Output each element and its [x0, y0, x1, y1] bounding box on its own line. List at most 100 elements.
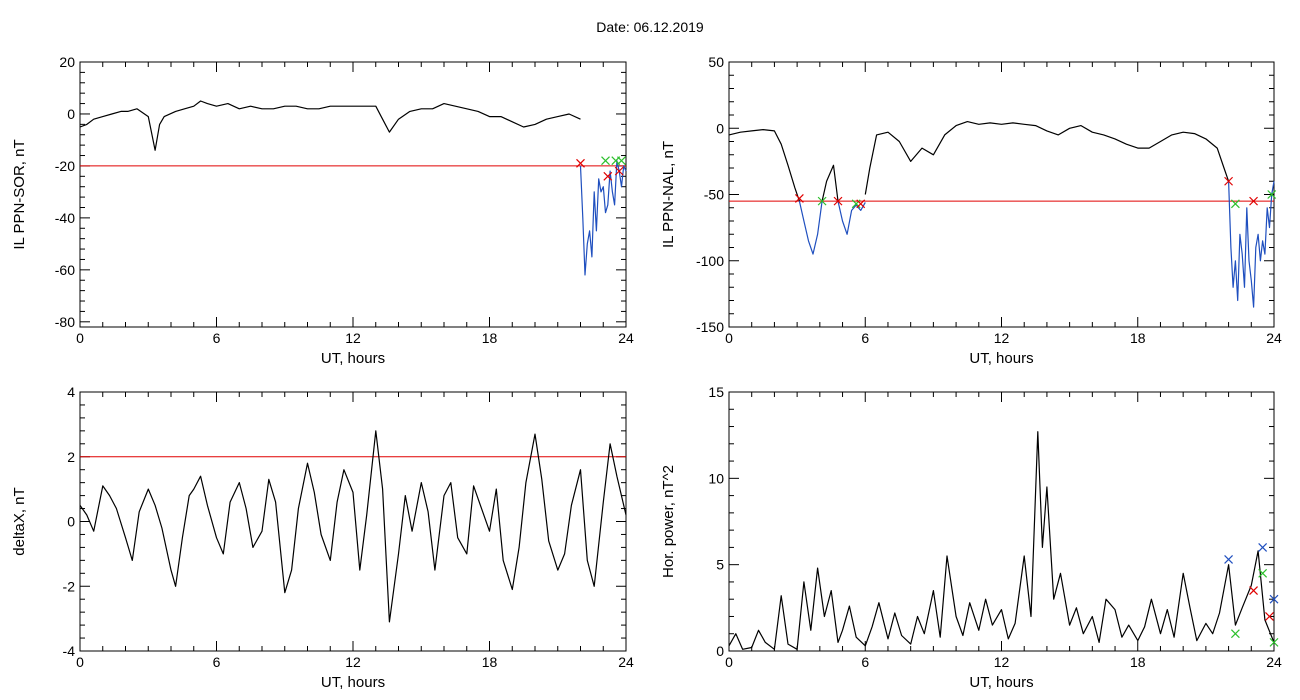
y-tick-label: 0 — [67, 106, 75, 122]
series-line — [79, 430, 627, 623]
marker-stroke — [603, 171, 613, 181]
y-axis-label: IL PPN-SOR, nT — [11, 139, 28, 249]
y-tick-label: 0 — [67, 514, 75, 530]
series-line — [821, 164, 839, 202]
marker — [1249, 196, 1258, 206]
y-tick-label: 50 — [708, 54, 724, 70]
marker — [1230, 199, 1240, 209]
marker — [817, 196, 827, 206]
y-tick-label: -2 — [63, 578, 76, 594]
marker — [833, 196, 843, 206]
plot-frame — [79, 61, 627, 328]
y-axis-label: deltaX, nT — [11, 487, 28, 555]
marker — [614, 166, 624, 176]
marker-stroke — [1258, 568, 1268, 578]
marker — [1224, 555, 1234, 564]
marker-stroke — [833, 196, 843, 206]
y-tick-label: 2 — [67, 449, 75, 465]
marker — [794, 194, 804, 203]
y-tick-label: -4 — [63, 643, 76, 659]
marker — [1224, 176, 1234, 186]
marker — [1265, 612, 1274, 621]
marker-stroke — [1269, 594, 1279, 604]
marker — [856, 199, 866, 209]
y-tick-label: 4 — [67, 384, 75, 400]
series-line — [728, 129, 800, 202]
chart-panel-ppn-nal: 0 6 12 18 24 50 0 -50 -100 -150 UT, hours IL PPN-NA… — [660, 54, 1282, 367]
x-axis-label: UT, hours — [321, 350, 385, 367]
marker-stroke — [617, 156, 626, 166]
marker — [601, 156, 610, 166]
series-line — [1228, 181, 1275, 308]
x-tick-label: 6 — [213, 654, 221, 670]
x-axis-label: UT, hours — [969, 350, 1033, 367]
x-tick-label: 6 — [213, 330, 221, 346]
x-tick-label: 18 — [1130, 330, 1146, 346]
marker-stroke — [1265, 612, 1274, 621]
x-tick-label: 12 — [345, 330, 361, 346]
marker — [1249, 586, 1258, 595]
y-tick-label: -80 — [55, 314, 75, 330]
marker — [1267, 190, 1277, 199]
marker-stroke — [576, 158, 585, 168]
marker-stroke — [1224, 555, 1234, 564]
x-tick-label: 12 — [994, 654, 1010, 670]
x-tick-label: 0 — [725, 654, 733, 670]
marker-stroke — [1249, 196, 1258, 206]
series-line — [79, 100, 581, 151]
x-tick-label: 24 — [1266, 654, 1282, 670]
marker-stroke — [601, 156, 610, 166]
x-tick-label: 6 — [861, 330, 869, 346]
y-tick-label: -50 — [704, 187, 724, 203]
marker-stroke — [856, 199, 866, 209]
marker-stroke — [1249, 586, 1258, 595]
marker — [617, 156, 626, 166]
x-tick-label: 12 — [345, 654, 361, 670]
y-tick-label: -40 — [55, 210, 75, 226]
y-tick-label: 0 — [716, 120, 724, 136]
x-tick-label: 0 — [725, 330, 733, 346]
x-tick-label: 24 — [618, 654, 634, 670]
series-line — [864, 120, 1230, 195]
marker-stroke — [817, 196, 827, 206]
chart-panel-deltax: 0 6 12 18 24 4 2 0 -2 -4 UT, hours deltaX, nT — [11, 384, 634, 691]
marker-stroke — [1224, 176, 1234, 186]
x-tick-label: 18 — [482, 330, 498, 346]
marker — [1269, 594, 1279, 604]
marker — [1258, 542, 1268, 552]
x-tick-label: 0 — [76, 330, 84, 346]
y-tick-label: -150 — [696, 319, 724, 335]
marker — [576, 158, 585, 168]
series-line — [579, 160, 627, 276]
x-axis-label: UT, hours — [321, 674, 385, 691]
y-tick-label: 0 — [716, 643, 724, 659]
x-tick-label: 18 — [1130, 654, 1146, 670]
x-tick-label: 24 — [1266, 330, 1282, 346]
marker-stroke — [1258, 542, 1268, 552]
marker — [603, 171, 613, 181]
y-tick-label: 20 — [59, 54, 75, 70]
plot-frame — [728, 61, 1275, 328]
marker-stroke — [1230, 199, 1240, 209]
y-tick-label: 5 — [716, 557, 724, 573]
page-title: Date: 06.12.2019 — [596, 19, 704, 35]
marker-stroke — [1267, 190, 1277, 199]
series-line — [798, 200, 823, 255]
y-axis-label: Hor. power, nT^2 — [660, 465, 677, 578]
series-line — [728, 431, 1275, 650]
y-axis-label: IL PPN-NAL, nT — [660, 141, 677, 248]
chart-panel-ppn-sor: 0 6 12 18 24 20 0 -20 -40 -60 -80 UT, hours IL PPN-S… — [11, 54, 634, 367]
x-tick-label: 12 — [994, 330, 1010, 346]
y-tick-label: -20 — [55, 158, 75, 174]
y-tick-label: 10 — [708, 470, 724, 486]
x-axis-label: UT, hours — [969, 674, 1033, 691]
marker-stroke — [614, 166, 624, 176]
marker — [1230, 629, 1240, 639]
y-tick-label: 15 — [708, 384, 724, 400]
marker-stroke — [1269, 637, 1279, 647]
chart-panel-hor-power: 0 6 12 18 24 15 10 5 0 UT, hours Hor. power, nT^2 — [660, 384, 1282, 691]
y-tick-label: -60 — [55, 262, 75, 278]
x-tick-label: 18 — [482, 654, 498, 670]
x-tick-label: 6 — [861, 654, 869, 670]
y-tick-label: -100 — [696, 253, 724, 269]
